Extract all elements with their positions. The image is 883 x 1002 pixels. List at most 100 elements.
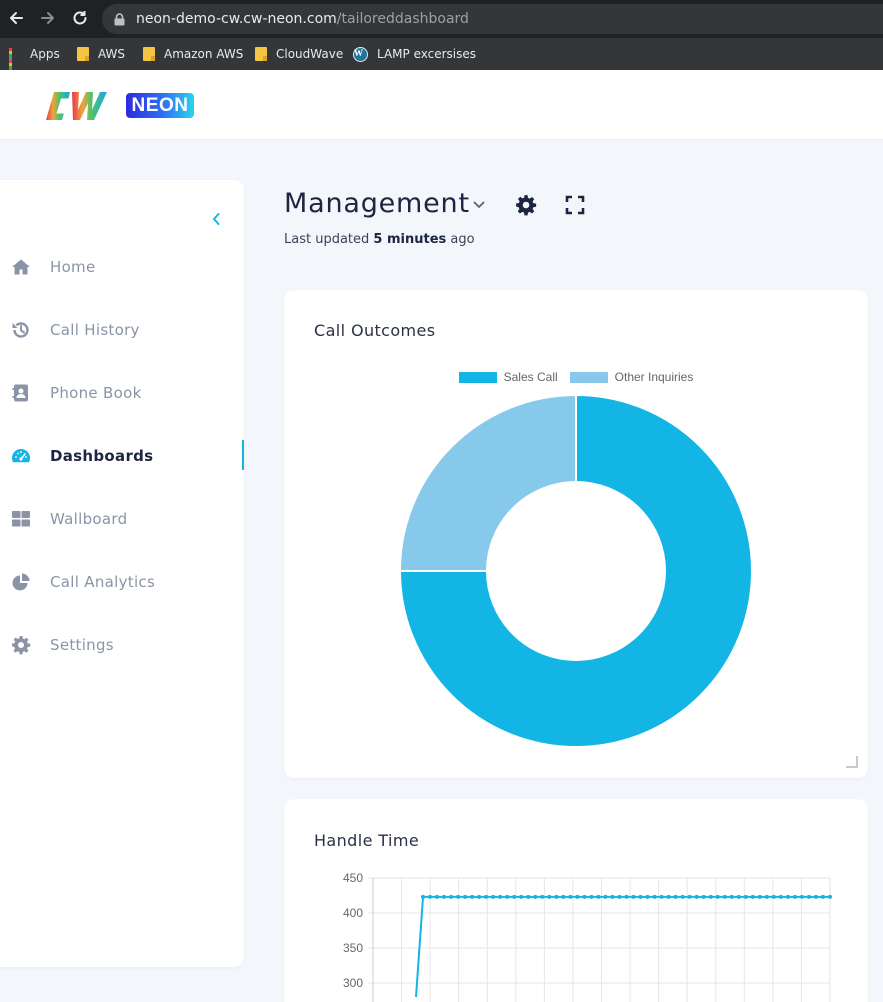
sidebar-item-home[interactable]: Home	[0, 247, 244, 287]
forward-icon[interactable]	[37, 6, 59, 30]
reload-icon[interactable]	[69, 6, 91, 30]
data-point[interactable]	[631, 894, 636, 899]
data-point[interactable]	[561, 894, 566, 899]
app-header: NEON	[0, 70, 883, 140]
data-point[interactable]	[568, 894, 573, 899]
address-bar[interactable]: neon-demo-cw.cw-neon.com/tailoreddashboa…	[102, 4, 883, 34]
bookmark-lamp[interactable]: W LAMP excersises	[353, 44, 476, 64]
bookmark-label: AWS	[98, 47, 126, 61]
sidebar-item-label: Phone Book	[50, 384, 142, 402]
data-point[interactable]	[743, 894, 748, 899]
data-point[interactable]	[708, 894, 713, 899]
data-point[interactable]	[750, 894, 755, 899]
data-point[interactable]	[442, 894, 447, 899]
data-point[interactable]	[659, 894, 664, 899]
page-title[interactable]: Management	[284, 188, 470, 219]
legend-item[interactable]: Sales Call	[458, 370, 558, 384]
data-point[interactable]	[729, 894, 734, 899]
sidebar-item-call-history[interactable]: Call History	[0, 310, 244, 350]
data-point[interactable]	[792, 894, 797, 899]
data-point[interactable]	[778, 894, 783, 899]
data-point[interactable]	[680, 894, 685, 899]
data-point[interactable]	[449, 894, 454, 899]
data-point[interactable]	[806, 894, 811, 899]
pie-slice[interactable]	[398, 393, 753, 748]
sidebar-item-label: Settings	[50, 636, 114, 654]
data-point[interactable]	[722, 894, 727, 899]
handle-time-card: Handle Time 450 400 350 300	[284, 799, 868, 1002]
wordpress-icon: W	[353, 46, 368, 62]
data-point[interactable]	[470, 894, 475, 899]
data-point[interactable]	[617, 894, 622, 899]
data-point[interactable]	[610, 894, 615, 899]
y-tick-label: 450	[343, 871, 363, 885]
contact-book-icon	[10, 382, 32, 404]
data-point[interactable]	[799, 894, 804, 899]
legend-item[interactable]: Other Inquiries	[569, 370, 694, 384]
sidebar-item-dashboards[interactable]: Dashboards	[0, 436, 244, 476]
bookmark-aws[interactable]: AWS	[77, 44, 125, 64]
data-point[interactable]	[673, 894, 678, 899]
data-point[interactable]	[666, 894, 671, 899]
data-point[interactable]	[828, 894, 832, 899]
sidebar-item-wallboard[interactable]: Wallboard	[0, 499, 244, 539]
data-point[interactable]	[554, 894, 559, 899]
bookmark-label: Apps	[30, 47, 60, 61]
data-point[interactable]	[687, 894, 692, 899]
back-icon[interactable]	[5, 6, 27, 30]
data-point[interactable]	[505, 894, 510, 899]
data-point[interactable]	[596, 894, 601, 899]
fullscreen-icon[interactable]	[564, 194, 586, 216]
data-point[interactable]	[428, 894, 433, 899]
data-point[interactable]	[820, 894, 825, 899]
data-point[interactable]	[582, 894, 587, 899]
history-icon	[10, 319, 32, 341]
data-point[interactable]	[498, 894, 503, 899]
legend-label: Other Inquiries	[614, 370, 694, 384]
resize-handle[interactable]	[846, 756, 858, 768]
bookmark-cloudwave[interactable]: CloudWave	[255, 44, 343, 64]
chevron-down-icon[interactable]	[472, 198, 486, 212]
bookmark-amazon-aws[interactable]: Amazon AWS	[143, 44, 243, 64]
data-point[interactable]	[624, 894, 629, 899]
data-point[interactable]	[519, 894, 524, 899]
data-point[interactable]	[526, 894, 531, 899]
data-point[interactable]	[575, 894, 580, 899]
dashboard-settings-icon[interactable]	[515, 194, 537, 216]
data-point[interactable]	[603, 894, 608, 899]
pie-chart-icon	[10, 571, 32, 593]
data-point[interactable]	[785, 894, 790, 899]
data-point[interactable]	[435, 894, 440, 899]
data-point[interactable]	[421, 894, 426, 899]
data-point[interactable]	[491, 894, 496, 899]
data-point[interactable]	[771, 894, 776, 899]
data-point[interactable]	[638, 894, 643, 899]
data-point[interactable]	[484, 894, 489, 899]
data-point[interactable]	[757, 894, 762, 899]
data-point[interactable]	[715, 894, 720, 899]
sidebar-item-phone-book[interactable]: Phone Book	[0, 373, 244, 413]
data-point[interactable]	[547, 894, 552, 899]
data-point[interactable]	[456, 894, 461, 899]
pie-slice[interactable]	[398, 393, 577, 572]
cw-logo	[46, 92, 107, 120]
data-point[interactable]	[463, 894, 468, 899]
data-point[interactable]	[533, 894, 538, 899]
data-point[interactable]	[652, 894, 657, 899]
data-point[interactable]	[589, 894, 594, 899]
data-point[interactable]	[512, 894, 517, 899]
data-point[interactable]	[701, 894, 706, 899]
data-point[interactable]	[540, 894, 545, 899]
data-point[interactable]	[813, 894, 818, 899]
sidebar-item-settings[interactable]: Settings	[0, 625, 244, 665]
sidebar-item-call-analytics[interactable]: Call Analytics	[0, 562, 244, 602]
data-point[interactable]	[764, 894, 769, 899]
data-point[interactable]	[736, 894, 741, 899]
y-tick-label: 400	[343, 906, 363, 920]
collapse-sidebar-button[interactable]	[208, 210, 224, 228]
data-point[interactable]	[477, 894, 482, 899]
bookmark-apps[interactable]: Apps	[9, 44, 60, 75]
data-point[interactable]	[694, 894, 699, 899]
data-point[interactable]	[645, 894, 650, 899]
sidebar-item-label: Call Analytics	[50, 573, 156, 591]
